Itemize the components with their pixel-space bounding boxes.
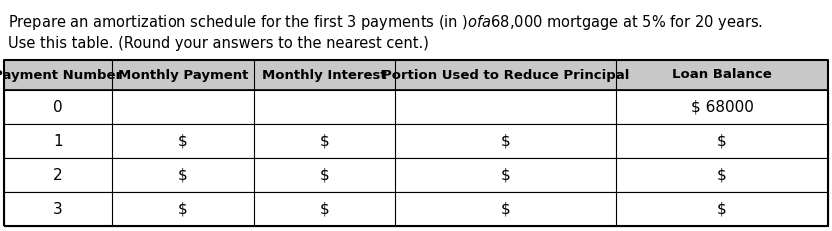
Text: $: $ <box>319 167 329 182</box>
Text: $: $ <box>501 201 511 216</box>
Text: Prepare an amortization schedule for the first 3 payments (in $) of a $68,000 mo: Prepare an amortization schedule for the… <box>8 13 763 32</box>
Text: Portion Used to Reduce Principal: Portion Used to Reduce Principal <box>382 69 630 82</box>
Text: $: $ <box>319 134 329 149</box>
Text: Use this table. (Round your answers to the nearest cent.): Use this table. (Round your answers to t… <box>8 36 428 51</box>
Bar <box>4 124 828 158</box>
Text: Loan Balance: Loan Balance <box>672 69 772 82</box>
Text: $: $ <box>178 167 188 182</box>
Text: Payment Number: Payment Number <box>0 69 122 82</box>
Text: 3: 3 <box>53 201 63 216</box>
Text: $ 68000: $ 68000 <box>691 100 754 115</box>
Text: $: $ <box>501 134 511 149</box>
Text: Monthly Payment: Monthly Payment <box>117 69 248 82</box>
Bar <box>4 90 828 124</box>
Text: $: $ <box>717 167 727 182</box>
Bar <box>4 192 828 226</box>
Text: $: $ <box>319 201 329 216</box>
Bar <box>4 158 828 192</box>
Text: 1: 1 <box>53 134 62 149</box>
Text: $: $ <box>717 134 727 149</box>
Text: 0: 0 <box>53 100 62 115</box>
Text: 2: 2 <box>53 167 62 182</box>
Text: Monthly Interest: Monthly Interest <box>262 69 387 82</box>
Bar <box>4 60 828 90</box>
Text: $: $ <box>178 201 188 216</box>
Text: $: $ <box>178 134 188 149</box>
Text: $: $ <box>501 167 511 182</box>
Text: $: $ <box>717 201 727 216</box>
